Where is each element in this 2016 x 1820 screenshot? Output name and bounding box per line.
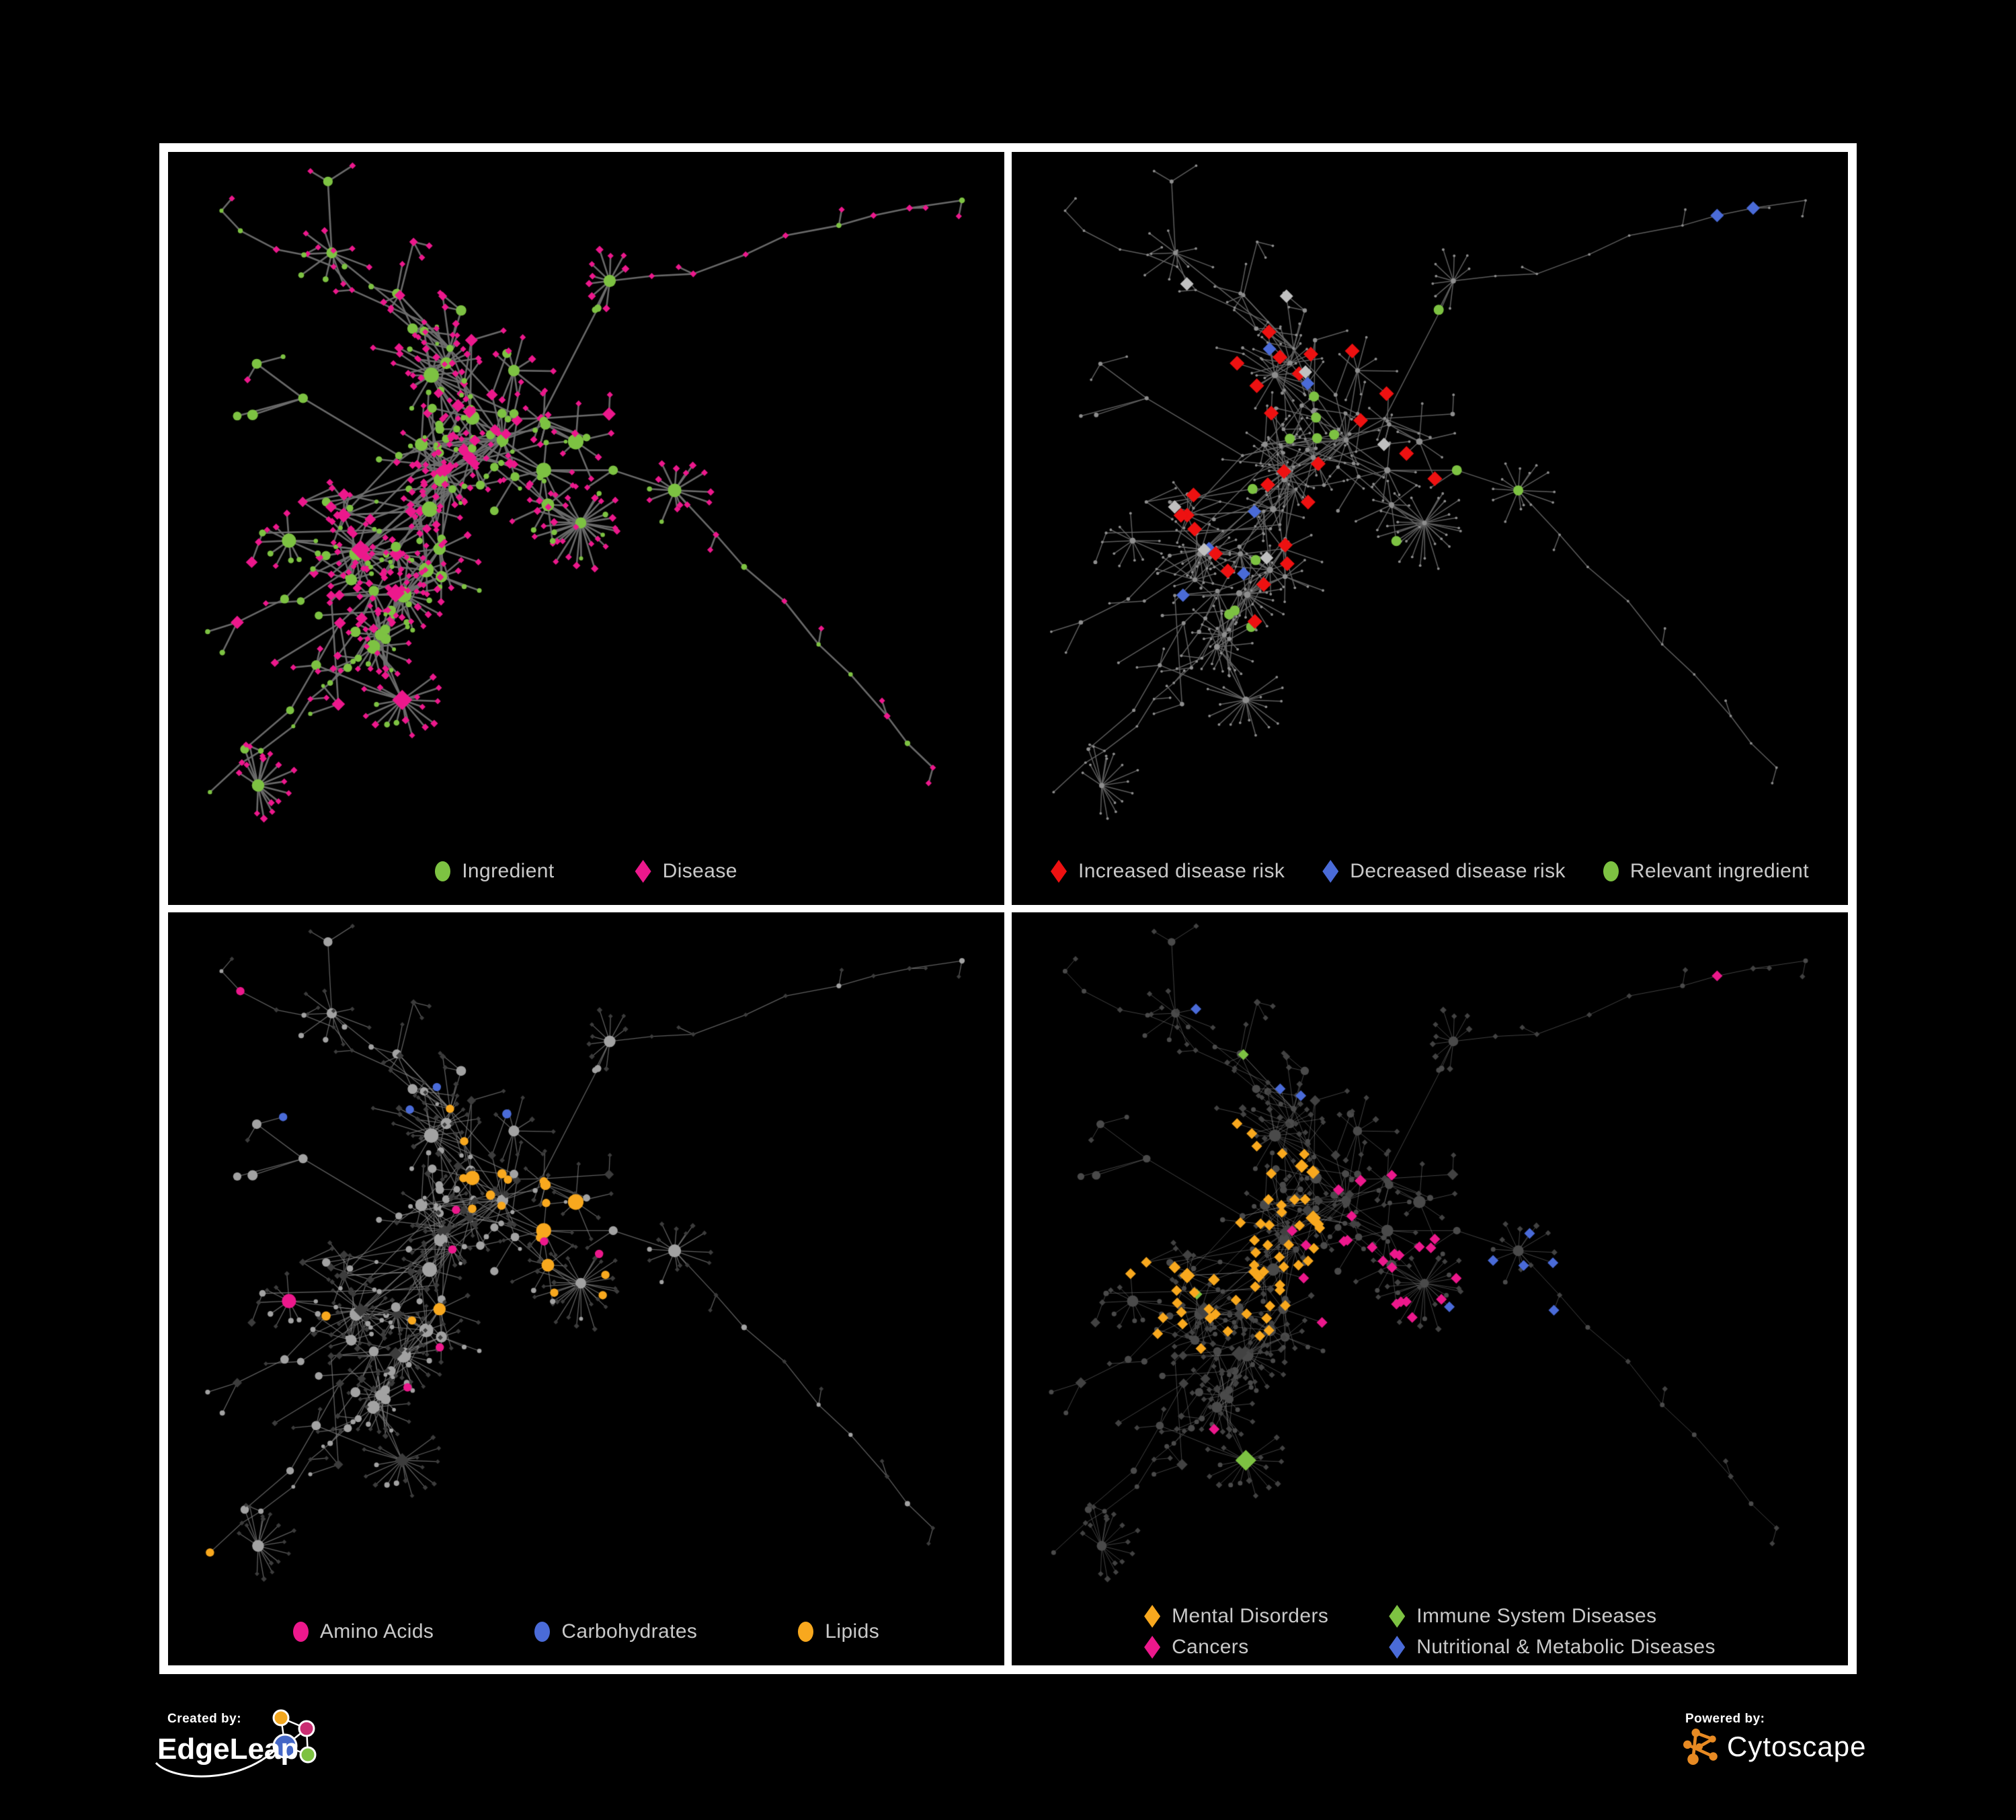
legend-label: Ingredient <box>462 860 555 882</box>
edgeleap-node-green <box>299 1746 317 1764</box>
cytoscape-row: Cytoscape <box>1683 1728 1866 1766</box>
carbohydrates-legend-marker <box>534 1622 551 1642</box>
legend-item-cancers: Cancers <box>1144 1636 1328 1659</box>
legend-label: Immune System Diseases <box>1416 1605 1657 1627</box>
legend-item-ingredient: Ingredient <box>435 860 554 883</box>
legend-label: Mental Disorders <box>1172 1605 1329 1627</box>
edgeleap-node-blue <box>272 1733 298 1759</box>
immune-system-legend-marker <box>1389 1605 1406 1628</box>
amino-acids-legend-marker <box>292 1622 309 1642</box>
edgeleap-node-orange <box>272 1709 290 1727</box>
decreased-risk-legend-marker <box>1322 860 1339 883</box>
legend-item-lipids: Lipids <box>798 1620 879 1643</box>
legend-item-relevant-ingredient: Relevant ingredient <box>1603 860 1809 883</box>
legend-label: Disease <box>662 860 737 882</box>
ingredient-legend-marker <box>435 861 451 881</box>
legend-disease-classes: Mental Disorders Immune System Diseases … <box>1144 1598 1716 1665</box>
legend-item-nutritional-metabolic: Nutritional & Metabolic Diseases <box>1389 1636 1716 1659</box>
legend-label: Decreased disease risk <box>1350 860 1566 882</box>
legend-item-disease: Disease <box>635 860 737 883</box>
network-canvas-disease-risk <box>1012 152 1848 838</box>
mental-disorders-legend-marker <box>1144 1605 1161 1628</box>
panel-nutrient-classes: Amino Acids Carbohydrates Lipids <box>168 912 1004 1665</box>
lipids-legend-marker <box>798 1622 814 1642</box>
disease-legend-marker <box>635 860 651 883</box>
edgeleap-swoosh <box>155 1747 278 1778</box>
cytoscape-icon <box>1683 1729 1718 1765</box>
legend-ingredient-disease: Ingredient Disease <box>435 838 737 905</box>
legend-item-decreased-risk: Decreased disease risk <box>1322 860 1566 883</box>
powered-by-label: Powered by: <box>1685 1712 1765 1726</box>
legend-label: Carbohydrates <box>561 1620 698 1643</box>
edgeleap-node-magenta <box>298 1720 315 1737</box>
network-canvas-nutrient-classes <box>168 912 1004 1598</box>
legend-disease-risk: Increased disease risk Decreased disease… <box>1051 838 1809 905</box>
legend-label: Relevant ingredient <box>1629 860 1809 882</box>
legend-item-increased-risk: Increased disease risk <box>1051 860 1285 883</box>
created-by-label: Created by: <box>167 1712 242 1726</box>
legend-label: Lipids <box>825 1620 880 1643</box>
legend-item-carbohydrates: Carbohydrates <box>534 1620 697 1643</box>
legend-label: Cancers <box>1172 1636 1249 1658</box>
edgeleap-logo: EdgeLeap <box>155 1709 317 1778</box>
network-canvas-disease-classes <box>1012 912 1848 1598</box>
panel-disease-classes: Mental Disorders Immune System Diseases … <box>1012 912 1848 1665</box>
legend-nutrient-classes: Amino Acids Carbohydrates Lipids <box>292 1598 879 1665</box>
cancers-legend-marker <box>1144 1636 1161 1659</box>
edgeleap-wordmark: EdgeLeap <box>157 1733 298 1766</box>
panel-disease-risk: Increased disease risk Decreased disease… <box>1012 152 1848 905</box>
legend-item-mental-disorders: Mental Disorders <box>1144 1605 1328 1628</box>
panel-ingredient-disease: Ingredient Disease <box>168 152 1004 905</box>
legend-label: Amino Acids <box>319 1620 434 1643</box>
panel-grid-frame: Ingredient Disease Increased disease ris… <box>159 143 1857 1674</box>
legend-item-immune-system-diseases: Immune System Diseases <box>1389 1605 1716 1628</box>
nutritional-metabolic-legend-marker <box>1389 1636 1406 1659</box>
legend-item-amino-acids: Amino Acids <box>292 1620 434 1643</box>
increased-risk-legend-marker <box>1051 860 1067 883</box>
cytoscape-wordmark: Cytoscape <box>1727 1731 1867 1762</box>
footer: Created by: EdgeLeap Powered by: <box>0 1674 2016 1820</box>
legend-label: Nutritional & Metabolic Diseases <box>1416 1636 1716 1658</box>
network-canvas-ingredient-disease <box>168 152 1004 838</box>
legend-label: Increased disease risk <box>1078 860 1285 882</box>
relevant-ingredient-legend-marker <box>1603 861 1619 881</box>
